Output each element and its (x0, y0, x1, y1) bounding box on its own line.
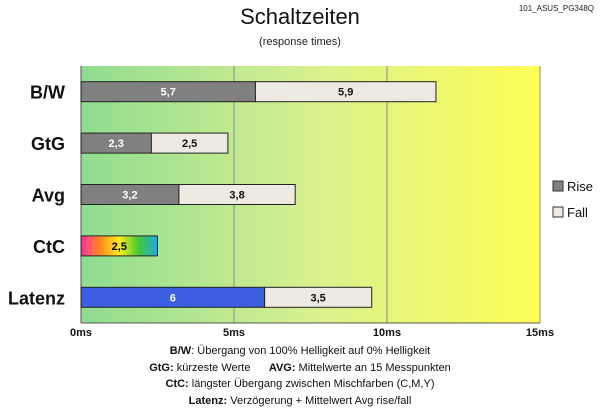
legend-label: Fall (567, 205, 588, 220)
x-tick-label: 10ms (373, 327, 401, 339)
data-label-rise: 5,7 (161, 87, 176, 99)
x-tick-label: 5ms (223, 327, 245, 339)
data-label-fall: 2,5 (182, 138, 197, 150)
x-tick-label: 15ms (526, 327, 554, 339)
bar-fall (178, 184, 296, 205)
footnote-ctc: CtC: längster Übergang zwischen Mischfar… (165, 378, 435, 390)
footnote-gtg-avg: GtG: kürzeste Werte AVG: Mittelwerte an … (149, 361, 451, 374)
data-label-rise: 2,5 (112, 241, 127, 253)
data-label-fall: 3,8 (229, 190, 244, 202)
legend-label: Rise (567, 179, 593, 194)
chart-title: Schaltzeiten (240, 4, 360, 29)
category-label: CtC (33, 237, 65, 257)
footnote-latenz: Latenz: Verzögerung + Mittelwert Avg ris… (188, 394, 412, 407)
legend-swatch (552, 206, 564, 218)
category-label: Avg (32, 186, 65, 206)
data-label-rise: 6 (170, 292, 176, 304)
chart-subtitle: (response times) (259, 36, 341, 48)
data-label-fall: 3,5 (311, 292, 326, 304)
x-tick-label: 0ms (70, 327, 92, 339)
chart-area: 0ms 5ms 10ms 15ms B/W 5,7 5,9 GtG 2,3 2,5 Avg 3,2 3,… (8, 66, 593, 339)
bar-fall (150, 132, 229, 154)
data-label-rise: 2,3 (109, 138, 124, 150)
footnotes: B/W: Übergang von 100% Helligkeit auf 0%… (0, 343, 600, 409)
bar-fall (264, 286, 373, 308)
legend-swatch (552, 180, 564, 192)
footnote-bw: B/W: Übergang von 100% Helligkeit auf 0%… (169, 345, 431, 357)
bar-fall (254, 81, 437, 103)
category-label: B/W (30, 83, 65, 103)
file-id-label: 101_ASUS_PG348Q (518, 4, 594, 13)
category-label: Latenz (8, 288, 65, 308)
data-label-rise: 3,2 (122, 190, 137, 202)
bar-rise (80, 235, 158, 257)
category-label: GtG (31, 134, 65, 154)
data-label-fall: 5,9 (338, 87, 353, 99)
